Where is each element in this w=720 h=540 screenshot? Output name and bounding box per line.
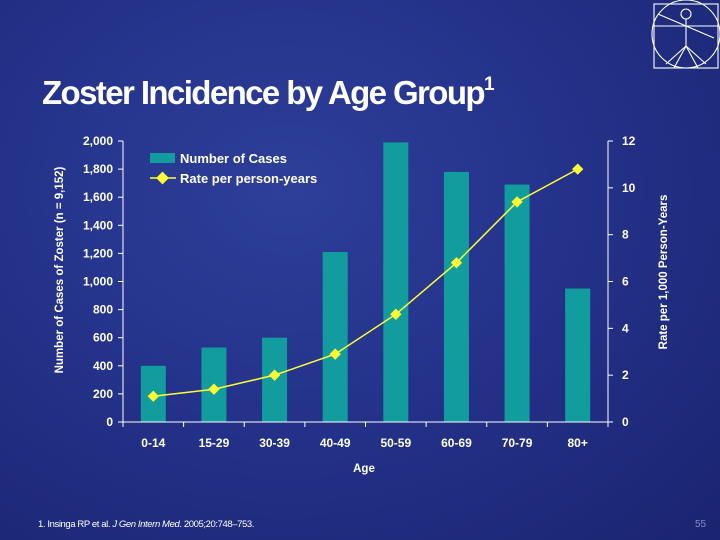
x-axis-label: Age: [353, 463, 375, 475]
y-tick-label: 600: [93, 331, 113, 345]
title-text: Zoster Incidence by Age Group: [42, 74, 486, 111]
y2-tick-label: 10: [622, 181, 636, 195]
x-tick-label: 80+: [568, 436, 588, 450]
y-tick-label: 1,000: [83, 275, 113, 289]
vitruvian-man-logo-icon: [651, 0, 720, 69]
y2-tick-label: 6: [622, 275, 629, 289]
x-tick-label: 40-49: [320, 436, 351, 450]
y2-tick-label: 12: [622, 134, 636, 148]
bar-80+: [565, 288, 591, 422]
y-tick-label: 800: [93, 303, 113, 317]
bar-50-59: [383, 142, 409, 422]
rate-marker-30-39: [268, 369, 281, 381]
title-superscript: 1: [483, 74, 495, 95]
y-tick-label: 0: [106, 415, 113, 429]
x-tick-label: 15-29: [199, 436, 230, 450]
y-tick-label: 1,200: [83, 246, 113, 260]
footnote-journal: J Gen Intern Med: [112, 519, 180, 530]
legend-swatch-rate-marker: [156, 171, 169, 185]
x-tick-label: 30-39: [259, 436, 290, 450]
rate-marker-80+: [572, 163, 584, 175]
y-tick-label: 1,800: [83, 162, 113, 176]
rate-marker-0-14: [147, 390, 159, 402]
rate-marker-70-79: [511, 196, 523, 208]
y-axis-label: Number of Cases of Zoster (n = 9,152): [54, 166, 66, 373]
slide-title: Zoster Incidence by Age Group1: [42, 74, 495, 112]
y-tick-label: 1,600: [83, 190, 113, 204]
bars-group: [140, 142, 591, 422]
rate-line-group: [147, 163, 584, 402]
x-tick-label: 60-69: [441, 436, 472, 450]
legend-swatch-cases: [150, 153, 175, 163]
legend-label-rate: Rate per person-years: [180, 171, 317, 186]
legend-label-cases: Number of Cases: [180, 151, 287, 166]
y-tick-label: 200: [93, 387, 113, 401]
y2-tick-label: 0: [622, 415, 629, 429]
rate-marker-15-29: [208, 383, 220, 395]
legend: Number of Cases Rate per person-years: [150, 151, 317, 186]
y-tick-label: 400: [93, 359, 113, 373]
y-tick-label: 2,000: [83, 134, 113, 148]
footnote: 1. Insinga RP et al. J Gen Intern Med. 2…: [38, 519, 254, 530]
rate-marker-60-69: [450, 257, 463, 269]
footnote-prefix: 1. Insinga RP et al.: [38, 519, 113, 530]
bar-70-79: [504, 184, 530, 422]
y2-axis-label: Rate per 1,000 Person-Years: [658, 195, 670, 350]
x-tick-label: 50-59: [380, 436, 411, 450]
bar-60-69: [443, 171, 469, 422]
y2-tick-label: 8: [622, 228, 629, 242]
page-number: 55: [695, 519, 707, 530]
axes-group: 0 200 400 600 800 1,000 1,200 1,400 1,600 1,800 2,…: [83, 134, 636, 450]
rate-marker-50-59: [390, 308, 402, 320]
y-tick-label: 1,400: [83, 218, 113, 232]
rate-marker-40-49: [329, 348, 341, 360]
rate-line: [153, 168, 579, 397]
bar-40-49: [322, 251, 348, 422]
footnote-suffix: . 2005;20:748–753.: [179, 519, 255, 530]
x-tick-label: 0-14: [141, 436, 165, 450]
y2-tick-label: 4: [622, 321, 629, 335]
x-tick-label: 70-79: [502, 436, 533, 450]
y2-tick-label: 2: [622, 368, 629, 382]
